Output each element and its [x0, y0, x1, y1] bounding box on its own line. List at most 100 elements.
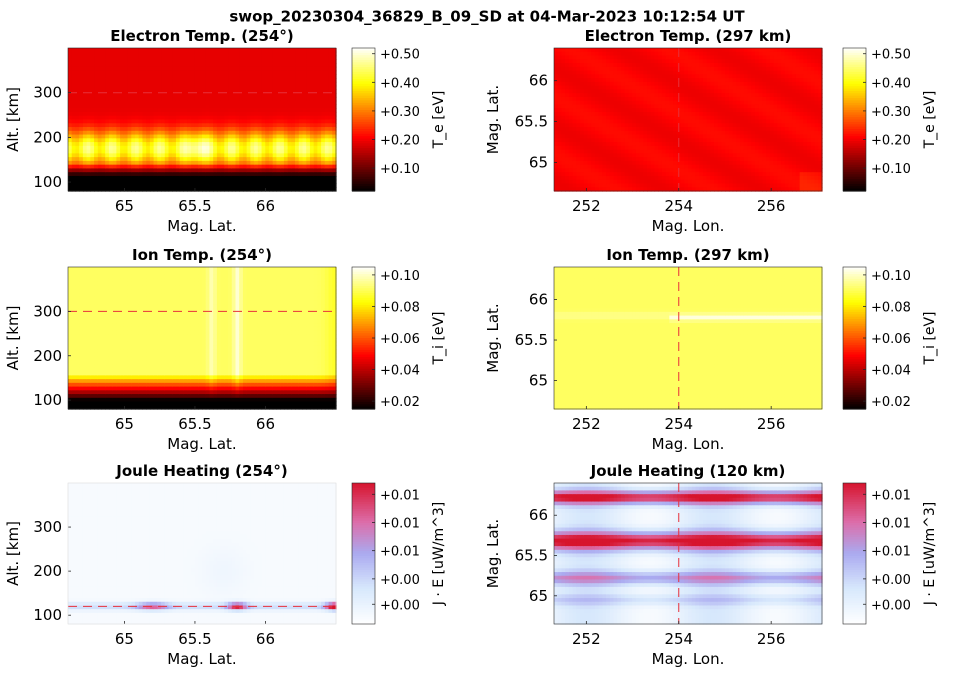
heatmap-cell — [161, 108, 166, 113]
heatmap-cell — [632, 175, 637, 181]
heatmap-cell — [242, 48, 248, 53]
heatmap-cell — [209, 153, 214, 158]
heatmap-cell — [632, 149, 637, 154]
heatmap-cell — [228, 172, 233, 177]
heatmap-cell — [710, 108, 715, 113]
heatmap-cell — [661, 93, 667, 98]
heatmap-cell — [205, 104, 211, 109]
heatmap-cell — [179, 138, 184, 143]
heatmap-cell — [112, 187, 117, 192]
heatmap-cell — [621, 134, 626, 139]
heatmap-cell — [669, 183, 674, 188]
heatmap-cell — [172, 111, 177, 117]
heatmap-cell — [175, 63, 181, 68]
heatmap-cell — [142, 115, 147, 121]
heatmap-cell — [583, 153, 589, 158]
heatmap-cell — [142, 85, 147, 90]
heatmap-cell — [758, 81, 764, 87]
heatmap-cell — [265, 187, 270, 192]
heatmap-cell — [321, 104, 326, 109]
heatmap-cell — [762, 145, 767, 151]
heatmap-cell — [231, 175, 237, 181]
heatmap-cell — [650, 142, 656, 147]
heatmap-cell — [650, 59, 656, 64]
heatmap-cell — [606, 104, 611, 109]
heatmap-cell — [68, 59, 73, 64]
heatmap-cell — [647, 48, 652, 53]
heatmap-cell — [116, 142, 121, 147]
heatmap-cell — [743, 59, 749, 64]
heatmap-cell — [127, 48, 132, 53]
heatmap-cell — [762, 157, 767, 162]
heatmap-cell — [328, 78, 333, 83]
heatmap-cell — [587, 123, 592, 128]
heatmap-cell — [79, 48, 84, 53]
heatmap-cell — [276, 111, 281, 117]
heatmap-cell — [213, 127, 218, 132]
heatmap-cell — [324, 123, 330, 128]
heatmap-cell — [621, 145, 626, 151]
heatmap-cell — [86, 160, 91, 166]
heatmap-cell — [295, 187, 300, 192]
heatmap-cell — [168, 89, 173, 94]
heatmap-cell — [306, 134, 311, 139]
heatmap-cell — [146, 59, 151, 64]
heatmap-cell — [594, 85, 600, 90]
heatmap-cell — [755, 145, 760, 151]
heatmap-cell — [628, 51, 633, 57]
heatmap-cell — [762, 70, 767, 75]
heatmap-cell — [172, 74, 177, 79]
heatmap-cell — [695, 138, 700, 143]
heatmap-cell — [179, 127, 184, 132]
heatmap-cell — [306, 63, 311, 68]
y-axis-label: Alt. [km] — [4, 87, 22, 152]
heatmap-cell — [743, 187, 749, 192]
heatmap-cell — [280, 168, 285, 173]
heatmap-cell — [172, 115, 177, 121]
heatmap-cell — [647, 115, 652, 121]
heatmap-cell — [127, 134, 132, 139]
heatmap-cell — [658, 138, 663, 143]
heatmap-cell — [580, 168, 585, 173]
heatmap-cell — [309, 81, 315, 87]
heatmap-cell — [580, 119, 585, 124]
heatmap-cell — [695, 89, 700, 94]
heatmap-cell — [175, 96, 181, 102]
heatmap-cell — [654, 78, 659, 83]
heatmap-cell — [706, 111, 711, 117]
heatmap-cell — [101, 130, 106, 136]
heatmap-cell — [706, 130, 711, 136]
heatmap-cell — [695, 96, 700, 102]
heatmap-cell — [758, 85, 764, 90]
heatmap-cell — [688, 172, 693, 177]
heatmap-cell — [179, 157, 184, 162]
heatmap-cell — [123, 134, 129, 139]
heatmap-cell — [71, 142, 77, 147]
heatmap-cell — [755, 134, 760, 139]
heatmap-cell — [594, 179, 600, 185]
heatmap-cell — [613, 96, 618, 102]
heatmap-cell — [702, 89, 708, 94]
heatmap-cell — [187, 108, 192, 113]
heatmap-cell — [617, 157, 622, 162]
heatmap-cell — [576, 100, 581, 106]
heatmap-cell — [658, 145, 663, 151]
heatmap-cell — [568, 78, 574, 83]
heatmap-cell — [658, 100, 663, 106]
heatmap-cell — [565, 81, 570, 87]
heatmap-cell — [639, 70, 644, 75]
heatmap-cell — [86, 51, 91, 57]
heatmap-cell — [97, 153, 103, 158]
heatmap-cell — [598, 100, 603, 106]
heatmap-cell — [97, 134, 103, 139]
heatmap-cell — [695, 78, 700, 83]
heatmap-cell — [235, 172, 240, 177]
heatmap-cell — [702, 187, 708, 192]
heatmap-cell — [609, 149, 615, 154]
heatmap-cell — [298, 70, 304, 75]
heatmap-cell — [108, 164, 114, 170]
heatmap-cell — [153, 96, 158, 102]
heatmap-cell — [291, 145, 296, 151]
heatmap-cell — [287, 168, 292, 173]
heatmap-cell — [313, 119, 318, 124]
